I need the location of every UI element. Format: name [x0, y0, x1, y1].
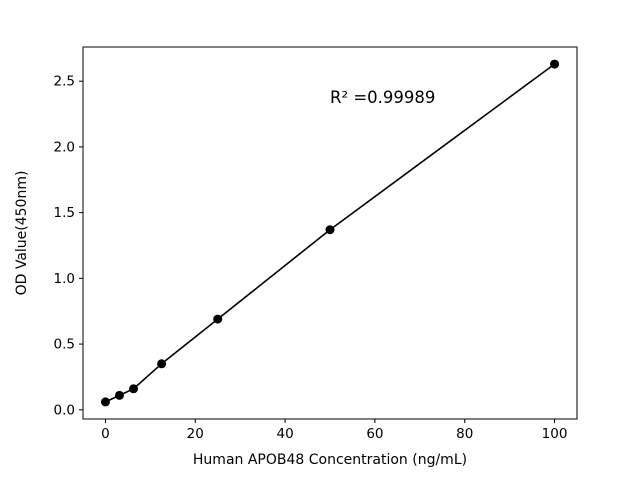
axes-spines [82, 46, 578, 420]
data-point [157, 359, 167, 369]
y-axis-label: OD Value(450nm) [14, 171, 30, 296]
x-tick-label: 60 [366, 426, 383, 442]
x-tick-label: 80 [456, 426, 473, 442]
data-point [129, 384, 139, 394]
y-tick-label: 2.5 [54, 74, 75, 90]
y-tick-label: 1.0 [54, 271, 75, 287]
data-point [213, 314, 223, 324]
x-tick-label: 100 [542, 426, 568, 442]
x-tick-label: 0 [101, 426, 110, 442]
data-point [550, 59, 560, 69]
x-tick-label: 40 [276, 426, 293, 442]
x-tick-label: 20 [187, 426, 204, 442]
data-point [114, 390, 124, 400]
y-tick-label: 0.5 [54, 337, 75, 353]
data-point [325, 225, 335, 235]
y-tick-label: 1.5 [54, 205, 75, 221]
y-tick-label: 0.0 [54, 402, 75, 418]
x-axis-label: Human APOB48 Concentration (ng/mL) [193, 452, 467, 468]
r-squared-annotation: R² =0.99989 [330, 88, 435, 107]
data-point [100, 397, 110, 407]
y-tick-label: 2.0 [54, 139, 75, 155]
